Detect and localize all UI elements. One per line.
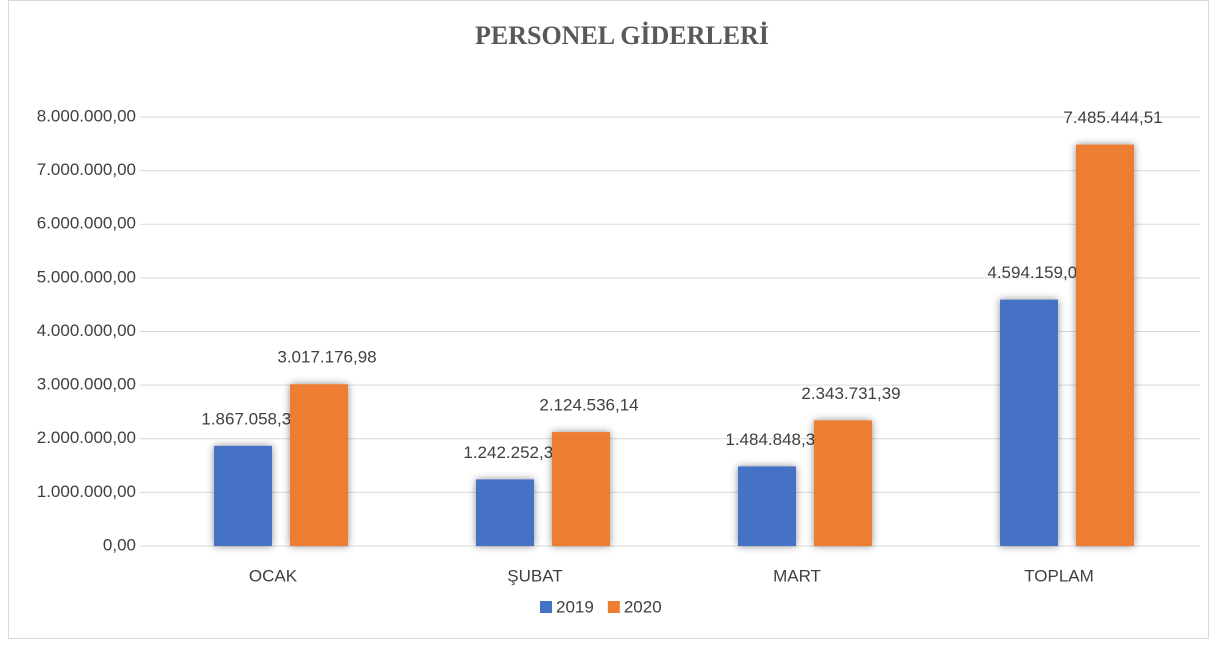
y-tick-label: 3.000.000,00: [37, 375, 136, 394]
legend-label: 2020: [624, 597, 662, 616]
data-label: 2.124.536,14: [539, 396, 638, 415]
data-label: 3.017.176,98: [277, 348, 376, 367]
x-tick-label: MART: [773, 566, 821, 585]
bar: [290, 384, 348, 546]
x-tick-label: ŞUBAT: [507, 566, 562, 585]
bar: [814, 420, 872, 546]
data-label: 7.485.444,51: [1063, 108, 1162, 127]
y-tick-label: 7.000.000,00: [37, 160, 136, 179]
y-tick-label: 8.000.000,00: [37, 106, 136, 125]
bar: [214, 445, 272, 546]
legend-swatch: [607, 601, 620, 613]
bar: [1076, 144, 1134, 547]
x-tick-label: OCAK: [249, 566, 298, 585]
x-tick-label: TOPLAM: [1024, 566, 1094, 585]
bar: [476, 479, 534, 546]
y-tick-label: 0,00: [103, 535, 136, 554]
data-label: 1.484.848,37: [725, 430, 824, 449]
legend-label: 2019: [556, 597, 594, 616]
data-label: 1.867.058,33: [201, 409, 300, 428]
data-label: 1.242.252,34: [463, 443, 562, 462]
y-tick-label: 6.000.000,00: [37, 214, 136, 233]
bar: [1000, 299, 1058, 546]
y-tick-label: 4.000.000,00: [37, 321, 136, 340]
y-tick-label: 2.000.000,00: [37, 428, 136, 447]
data-label: 2.343.731,39: [801, 384, 900, 403]
bar: [738, 466, 796, 546]
chart-title: PERSONEL GİDERLERİ: [475, 21, 769, 50]
data-label: 4.594.159,04: [987, 263, 1086, 282]
bar: [552, 432, 610, 546]
legend-swatch: [540, 601, 552, 613]
y-tick-label: 1.000.000,00: [37, 482, 136, 501]
y-tick-label: 5.000.000,00: [37, 267, 136, 286]
